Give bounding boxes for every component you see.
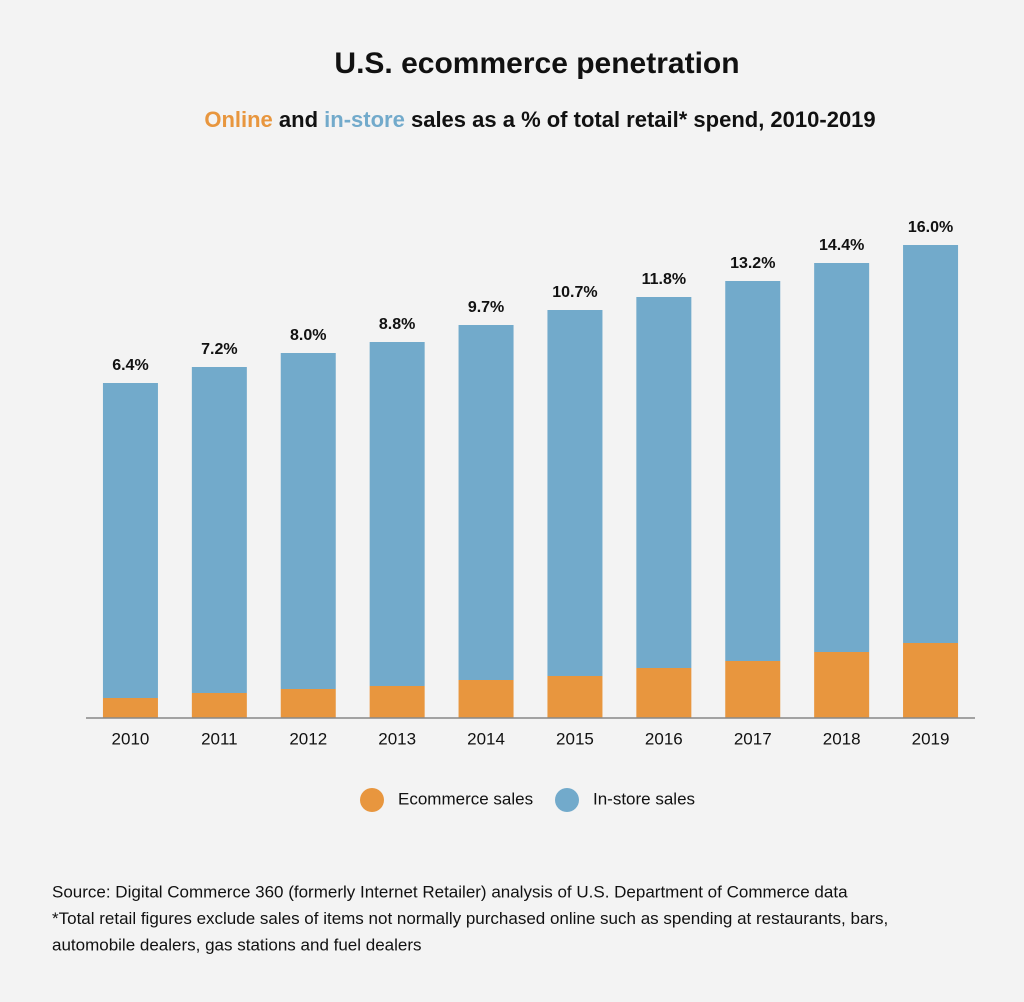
value-label: 8.8% bbox=[379, 316, 415, 333]
subtitle-rest: sales as a % of total retail* spend, 201… bbox=[411, 107, 876, 132]
value-label: 16.0% bbox=[908, 219, 953, 236]
value-label: 13.2% bbox=[730, 255, 775, 272]
x-tick-label: 2011 bbox=[201, 729, 238, 748]
legend-label: Ecommerce sales bbox=[398, 789, 533, 808]
bar-segment bbox=[191, 693, 247, 718]
chart-subtitle: Online and in-store sales as a % of tota… bbox=[204, 107, 875, 132]
x-tick-label: 2018 bbox=[823, 729, 861, 748]
bar-segment bbox=[725, 281, 781, 661]
bar-segment bbox=[814, 652, 870, 718]
value-label: 10.7% bbox=[552, 284, 597, 301]
subtitle-in-store: in-store bbox=[324, 107, 405, 132]
x-tick-label: 2013 bbox=[378, 729, 416, 748]
legend-label: In-store sales bbox=[593, 789, 695, 808]
bar-segment bbox=[369, 686, 425, 718]
bar-segment bbox=[280, 353, 336, 689]
value-label: 6.4% bbox=[112, 357, 148, 374]
value-label: 9.7% bbox=[468, 299, 504, 316]
note: automobile dealers, gas stations and fue… bbox=[52, 935, 422, 954]
x-tick-label: 2019 bbox=[912, 729, 950, 748]
x-tick-label: 2014 bbox=[467, 729, 505, 748]
bar-segment bbox=[458, 325, 514, 680]
bar-segment bbox=[547, 310, 603, 676]
bar-segment bbox=[102, 383, 158, 698]
bar-segment bbox=[903, 245, 959, 643]
subtitle-and: and bbox=[279, 107, 318, 132]
bar-segment bbox=[903, 643, 959, 718]
bar-segment bbox=[280, 689, 336, 718]
chart-title: U.S. ecommerce penetration bbox=[334, 47, 739, 80]
bar-segment bbox=[636, 297, 692, 668]
bar-segment bbox=[369, 342, 425, 686]
value-label: 11.8% bbox=[642, 271, 686, 288]
bar-segment bbox=[636, 668, 692, 718]
note: Source: Digital Commerce 360 (formerly I… bbox=[52, 882, 848, 901]
bar-segment bbox=[191, 367, 247, 693]
value-label: 7.2% bbox=[201, 341, 237, 358]
x-tick-label: 2017 bbox=[734, 729, 772, 748]
x-tick-label: 2010 bbox=[112, 729, 150, 748]
legend-marker bbox=[555, 788, 579, 812]
bar-segment bbox=[725, 661, 781, 718]
bar-segment bbox=[814, 263, 870, 652]
legend-marker bbox=[360, 788, 384, 812]
subtitle-online: Online bbox=[204, 107, 272, 132]
x-tick-label: 2015 bbox=[556, 729, 594, 748]
bar-segment bbox=[458, 680, 514, 718]
x-tick-label: 2012 bbox=[289, 729, 327, 748]
bar-segment bbox=[547, 676, 603, 718]
note: *Total retail figures exclude sales of i… bbox=[52, 909, 888, 928]
value-label: 14.4% bbox=[819, 237, 864, 254]
value-label: 8.0% bbox=[290, 327, 326, 344]
x-tick-label: 2016 bbox=[645, 729, 683, 748]
bar-segment bbox=[102, 698, 158, 718]
